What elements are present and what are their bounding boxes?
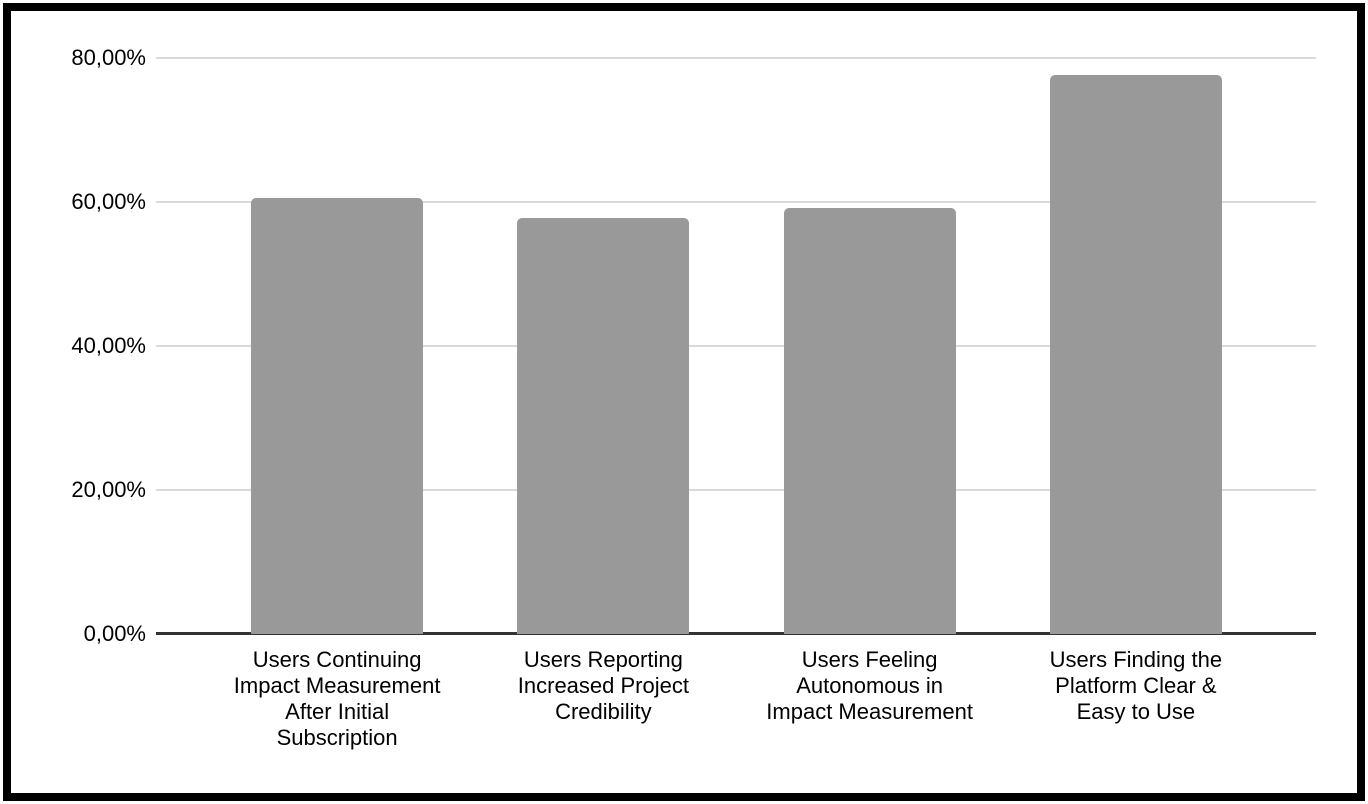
y-axis-tick-label: 60,00%	[71, 189, 146, 214]
bar-band	[737, 58, 1003, 634]
x-axis-category-label: Users Continuing Impact Measurement Afte…	[233, 647, 441, 750]
bar-band	[470, 58, 736, 634]
bar	[783, 207, 956, 634]
gridline	[156, 489, 1316, 491]
bar	[251, 198, 424, 634]
gridline	[156, 345, 1316, 347]
bar	[517, 217, 690, 634]
gridline	[156, 201, 1316, 203]
plot-area	[156, 57, 1316, 635]
bar-band	[204, 58, 470, 634]
y-axis-tick-label: 40,00%	[71, 333, 146, 358]
x-axis-category-label: Users Reporting Increased Project Credib…	[517, 647, 689, 724]
bar-band	[1003, 58, 1269, 634]
y-axis-tick-label: 80,00%	[71, 45, 146, 70]
x-axis-category-label: Users Feeling Autonomous in Impact Measu…	[766, 647, 973, 724]
y-axis-tick-label: 20,00%	[71, 477, 146, 502]
y-axis-tick-label: 0,00%	[83, 621, 146, 646]
y-axis: 80,00% 60,00% 40,00% 20,00% 0,00%	[40, 45, 146, 646]
x-axis-category-label: Users Finding the Platform Clear & Easy …	[1049, 647, 1223, 724]
gridline	[156, 57, 1316, 59]
bar-bands	[204, 58, 1269, 634]
x-axis: Users Continuing Impact Measurement Afte…	[204, 647, 1269, 751]
bar	[1049, 74, 1222, 634]
x-axis-baseline	[156, 632, 1316, 635]
